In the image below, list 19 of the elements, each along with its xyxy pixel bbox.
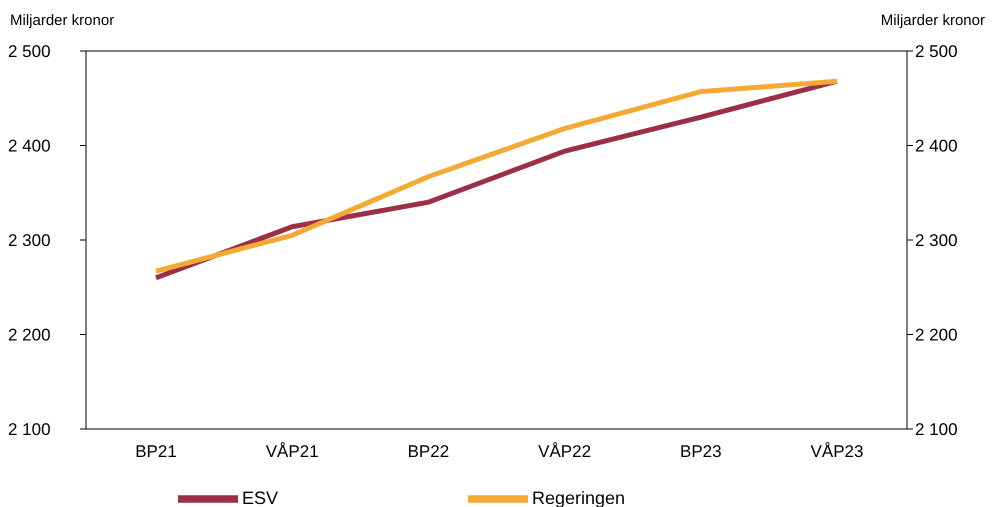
y-tick-label: 2 200 xyxy=(8,326,51,345)
y-tick-label: 2 400 xyxy=(8,136,51,156)
x-tick-label: BP23 xyxy=(680,442,722,462)
y-tick-label: 2 100 xyxy=(8,420,51,440)
y2-tick-label: 2 500 xyxy=(915,42,958,62)
y2-tick-label: 2 400 xyxy=(915,136,958,156)
y-tick-label: 2 300 xyxy=(8,231,51,250)
y2-tick-label: 2 300 xyxy=(915,231,958,250)
x-tick-label: VÅP21 xyxy=(266,442,319,462)
y2-tick-label: 2 200 xyxy=(915,326,958,345)
x-tick-label: VÅP23 xyxy=(810,442,864,462)
y2-tick-label: 2 100 xyxy=(915,420,958,440)
x-tick-label: BP22 xyxy=(408,442,450,462)
y-tick-label: 2 500 xyxy=(8,42,51,62)
legend-label: ESV xyxy=(242,488,278,507)
x-tick-label: BP21 xyxy=(135,442,177,462)
x-tick-label: VÅP22 xyxy=(538,442,592,462)
y-axis-title: Miljarder kronor xyxy=(10,12,114,29)
y2-axis-title: Miljarder kronor xyxy=(880,12,985,29)
